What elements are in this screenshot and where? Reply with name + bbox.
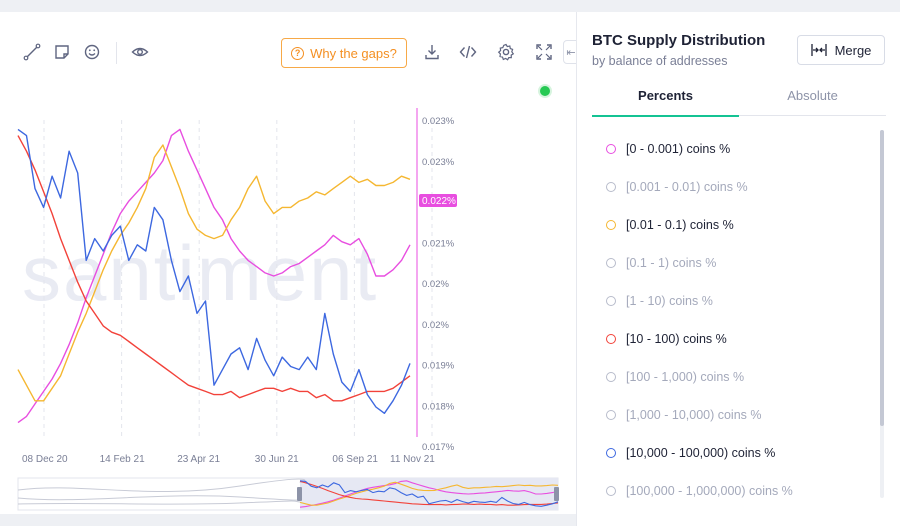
metric-item[interactable]: [100,000 - 1,000,000) coins % xyxy=(592,472,882,510)
series-line xyxy=(17,128,411,414)
metric-dot xyxy=(606,220,616,230)
metric-item[interactable]: [1,000 - 10,000) coins % xyxy=(592,396,882,434)
metric-item[interactable]: [10,000 - 100,000) coins % xyxy=(592,434,882,472)
series-line xyxy=(17,135,411,402)
x-axis-ticks: 08 Dec 20 14 Feb 21 23 Apr 21 30 Jun 21 06 S… xyxy=(22,454,435,465)
metric-label: [0.1 - 1) coins % xyxy=(626,256,717,270)
metric-dot xyxy=(606,334,616,344)
y-tick-label: 0.023% xyxy=(422,116,455,127)
embed-code-icon[interactable] xyxy=(456,40,480,64)
metric-item[interactable]: [10 - 100) coins % xyxy=(592,320,882,358)
metric-item[interactable]: [0 - 0.001) coins % xyxy=(592,130,882,168)
metric-dot xyxy=(606,372,616,382)
metric-label: [0.001 - 0.01) coins % xyxy=(626,180,748,194)
merge-button[interactable]: Merge xyxy=(797,35,885,65)
range-navigator[interactable] xyxy=(17,477,559,511)
navigator-history-line xyxy=(17,500,301,505)
fullscreen-icon[interactable] xyxy=(532,40,556,64)
chart-panel: ? Why the gaps? santiment 0.023% 0.023% 0.… xyxy=(0,12,579,514)
metric-dot xyxy=(606,144,616,154)
toolbar-divider xyxy=(116,42,117,64)
x-tick-label: 11 Nov 21 xyxy=(390,454,435,465)
x-tick-label: 06 Sep 21 xyxy=(332,454,378,465)
settings-icon[interactable] xyxy=(494,40,518,64)
live-status-dot xyxy=(540,86,550,96)
metric-mode-tabs: Percents Absolute xyxy=(592,84,886,117)
merge-label: Merge xyxy=(834,42,872,58)
y-tick-label: 0.018% xyxy=(422,401,455,412)
metric-dot xyxy=(606,486,616,496)
metric-label: [0.01 - 0.1) coins % xyxy=(626,218,734,232)
tab-percents[interactable]: Percents xyxy=(638,88,693,103)
panel-title: BTC Supply Distribution xyxy=(592,32,766,49)
metric-label: [100,000 - 1,000,000) coins % xyxy=(626,484,793,498)
chart-grid xyxy=(43,120,433,437)
metric-label: [100 - 1,000) coins % xyxy=(626,370,745,384)
question-icon: ? xyxy=(291,46,305,60)
emoji-icon[interactable] xyxy=(80,40,104,64)
y-tick-label: 0.02% xyxy=(422,320,449,331)
metric-label: [0 - 0.001) coins % xyxy=(626,142,731,156)
current-value-label: 0.022% xyxy=(422,196,456,207)
metric-item[interactable]: [0.1 - 1) coins % xyxy=(592,244,882,282)
navigator-series-line xyxy=(299,480,559,507)
series-line xyxy=(17,144,411,402)
navigator-history-line xyxy=(17,478,306,493)
navigator-right-handle xyxy=(554,487,559,501)
chart-svg[interactable]: santiment 0.023%0.023%0.022%0.021%0.02%0… xyxy=(0,12,576,514)
metric-dot xyxy=(606,410,616,420)
why-the-gaps-label: Why the gaps? xyxy=(310,45,397,61)
metrics-sidebar: BTC Supply Distribution by balance of ad… xyxy=(576,12,900,526)
merge-icon xyxy=(810,44,827,56)
y-tick-label: 0.02% xyxy=(422,279,449,290)
metric-dot xyxy=(606,296,616,306)
navigator-left-handle xyxy=(297,487,302,501)
metric-item[interactable]: [0.001 - 0.01) coins % xyxy=(592,168,882,206)
metric-dot xyxy=(606,182,616,192)
metric-list: [0 - 0.001) coins % [0.001 - 0.01) coins… xyxy=(592,130,882,510)
y-tick-label: 0.021% xyxy=(422,238,455,249)
why-the-gaps-button[interactable]: ? Why the gaps? xyxy=(281,38,407,68)
metric-label: [10,000 - 100,000) coins % xyxy=(626,446,776,460)
y-tick-label: 0.019% xyxy=(422,361,455,372)
line-draw-icon[interactable] xyxy=(20,40,44,64)
eye-icon[interactable] xyxy=(128,40,152,64)
navigator-series-line xyxy=(299,480,559,508)
tab-absolute[interactable]: Absolute xyxy=(787,88,838,103)
scrollbar-thumb[interactable] xyxy=(880,130,884,426)
y-tick-label: 0.017% xyxy=(422,442,455,453)
y-tick-label: 0.023% xyxy=(422,157,455,168)
metric-label: [1,000 - 10,000) coins % xyxy=(626,408,762,422)
x-tick-label: 23 Apr 21 xyxy=(177,454,220,465)
metric-item[interactable]: [100 - 1,000) coins % xyxy=(592,358,882,396)
series-line xyxy=(17,128,411,424)
metric-item[interactable]: [1 - 10) coins % xyxy=(592,282,882,320)
x-tick-label: 08 Dec 20 xyxy=(22,454,68,465)
navigator-series-line xyxy=(299,481,559,506)
metric-dot xyxy=(606,258,616,268)
current-value-badge xyxy=(419,194,457,207)
metric-label: [10 - 100) coins % xyxy=(626,332,727,346)
note-icon[interactable] xyxy=(50,40,74,64)
metric-item[interactable]: [0.01 - 0.1) coins % xyxy=(592,206,882,244)
navigator-series-line xyxy=(299,480,559,506)
metric-label: [1 - 10) coins % xyxy=(626,294,713,308)
x-tick-label: 30 Jun 21 xyxy=(255,454,299,465)
x-tick-label: 14 Feb 21 xyxy=(100,454,145,465)
santiment-watermark: santiment xyxy=(22,229,378,317)
series-layer xyxy=(17,128,411,424)
download-icon[interactable] xyxy=(420,40,444,64)
metric-dot xyxy=(606,448,616,458)
active-tab-indicator xyxy=(592,115,739,117)
y-axis-ticks: 0.023% 0.023% 0.022% 0.021% 0.02% 0.02% 0.019%… xyxy=(422,116,455,453)
panel-subtitle: by balance of addresses xyxy=(592,54,728,68)
